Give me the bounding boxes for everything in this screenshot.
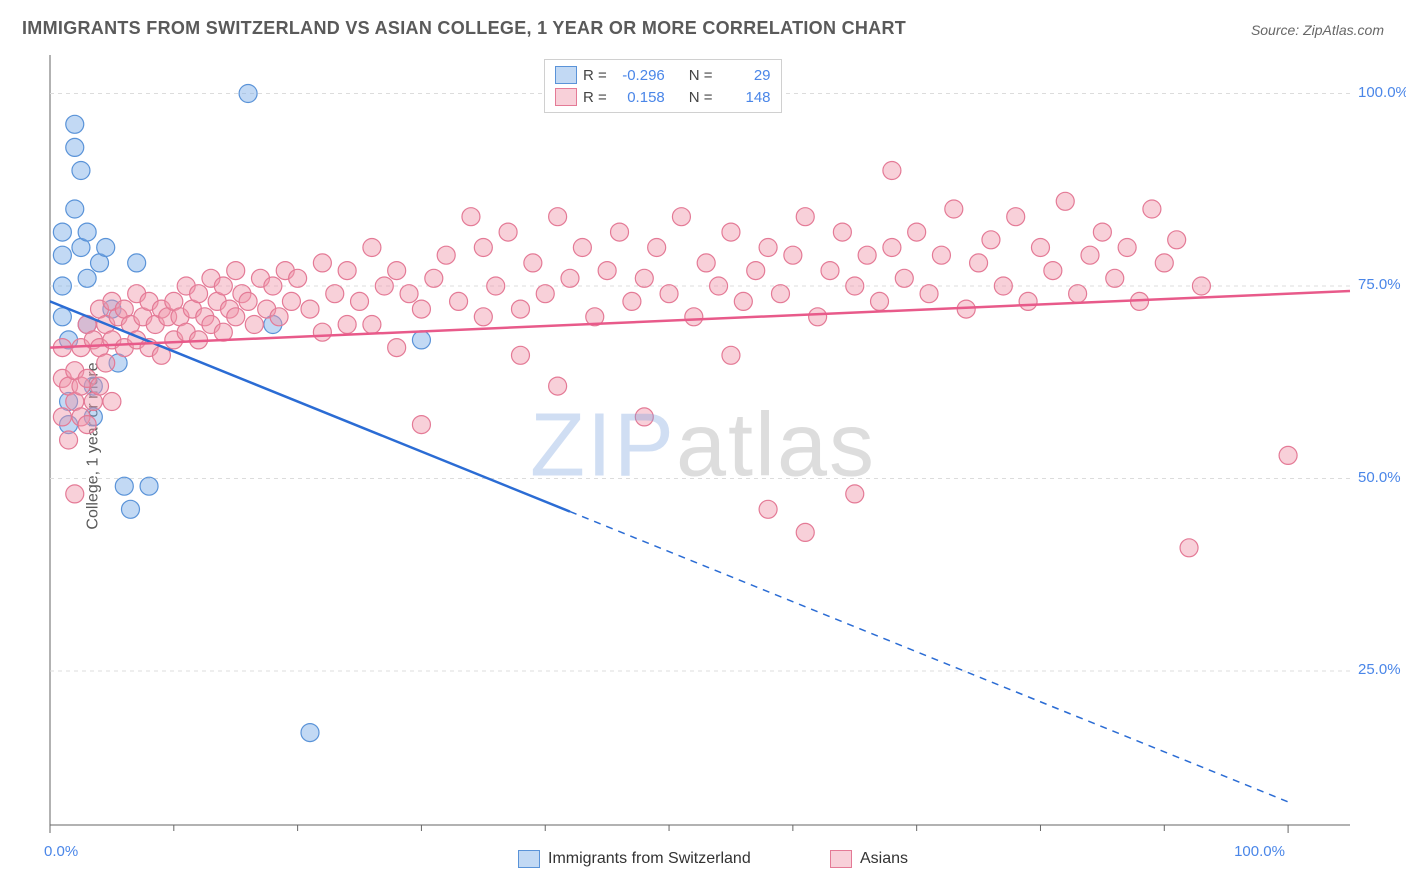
y-tick-label: 25.0% <box>1358 661 1401 678</box>
y-tick-label: 100.0% <box>1358 84 1406 101</box>
legend-n-label: N = <box>689 67 713 84</box>
legend-r-value: -0.296 <box>613 67 665 84</box>
series-name: Immigrants from Switzerland <box>548 850 751 868</box>
legend-r-label: R = <box>583 67 607 84</box>
legend-swatch <box>830 850 852 868</box>
legend-r-label: R = <box>583 89 607 106</box>
series-legend-1: Immigrants from Switzerland <box>518 850 751 868</box>
legend-n-label: N = <box>689 89 713 106</box>
legend-row: R = 0.158 N = 148 <box>555 86 771 108</box>
legend-r-value: 0.158 <box>613 89 665 106</box>
legend-n-value: 29 <box>719 67 771 84</box>
series-legend-2: Asians <box>830 850 908 868</box>
x-tick-label: 0.0% <box>44 843 78 860</box>
correlation-legend: R = -0.296 N = 29 R = 0.158 N = 148 <box>544 59 782 113</box>
legend-n-value: 148 <box>719 89 771 106</box>
scatter-chart <box>0 0 1406 892</box>
y-tick-label: 50.0% <box>1358 469 1401 486</box>
legend-swatch <box>555 88 577 106</box>
legend-swatch <box>518 850 540 868</box>
series-name: Asians <box>860 850 908 868</box>
legend-swatch <box>555 66 577 84</box>
y-tick-label: 75.0% <box>1358 276 1401 293</box>
legend-row: R = -0.296 N = 29 <box>555 64 771 86</box>
x-tick-label: 100.0% <box>1234 843 1285 860</box>
